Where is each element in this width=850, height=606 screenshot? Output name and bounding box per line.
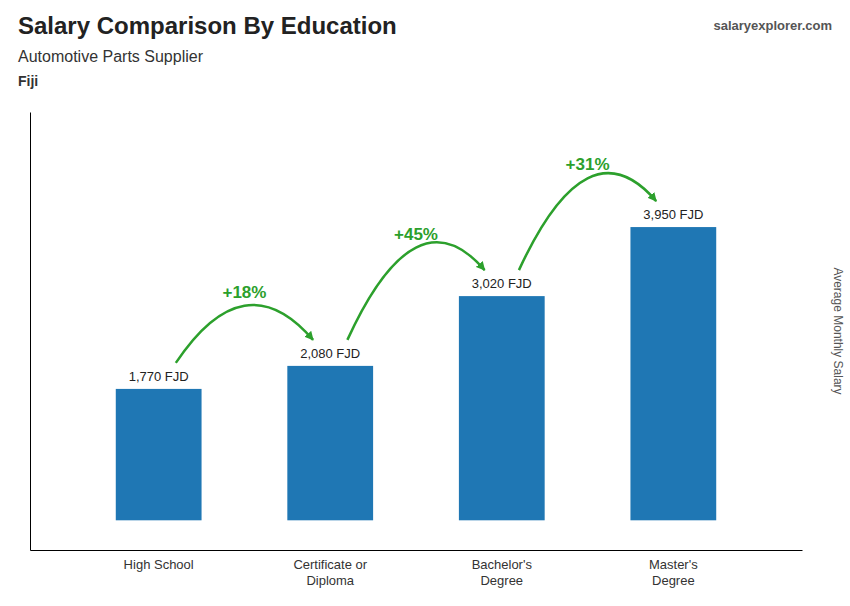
- y-axis-line: [30, 113, 31, 551]
- bar: [459, 296, 545, 520]
- subtitle: Automotive Parts Supplier: [18, 48, 204, 65]
- title: Salary Comparison By Education: [18, 12, 397, 39]
- x-tick-label-line: Bachelor's: [472, 557, 533, 572]
- labels: +18% +45% +31% 1,770 FJD 2,080 FJD 3,020 FJD 3…: [129, 155, 704, 384]
- value-label: 3,950 FJD: [643, 207, 703, 222]
- x-tick: Bachelor'sDegree: [472, 557, 533, 588]
- marks: [116, 173, 716, 520]
- bar: [630, 227, 716, 520]
- x-tick-label-line: Certificate or: [293, 557, 367, 572]
- x-tick-label: Certificate orDiploma: [293, 557, 367, 588]
- x-tick-label-line: Diploma: [306, 573, 354, 588]
- change-arrow: [176, 305, 313, 363]
- x-tick-label-line: Master's: [649, 557, 698, 572]
- x-tick: Master'sDegree: [649, 557, 698, 588]
- x-tick-label: Bachelor'sDegree: [472, 557, 533, 588]
- y-label: Average Monthly Salary: [831, 267, 845, 394]
- change-label: +45%: [394, 225, 438, 244]
- x-tick-label-line: Degree: [480, 573, 523, 588]
- x-tick-label-line: Degree: [652, 573, 695, 588]
- x-tick: High School: [124, 557, 194, 572]
- x-tick: Certificate orDiploma: [293, 557, 367, 588]
- change-arrow: [347, 242, 484, 340]
- bar: [287, 366, 373, 520]
- value-label: 3,020 FJD: [472, 276, 532, 291]
- change-label: +18%: [222, 283, 266, 302]
- change-arrow: [519, 173, 656, 270]
- x-tick-label: Master'sDegree: [649, 557, 698, 588]
- x-tick-label: High School: [124, 557, 194, 572]
- x-axis-line: [31, 550, 803, 551]
- country: Fiji: [18, 73, 38, 89]
- change-label: +31%: [566, 155, 610, 174]
- value-label: 2,080 FJD: [300, 346, 360, 361]
- bar: [116, 389, 202, 520]
- y-axis: [30, 113, 31, 551]
- x-axis: High School Certificate orDiploma Bachelor…: [31, 551, 803, 588]
- plot-area: High School Certificate orDiploma Bachelor…: [31, 113, 803, 588]
- website: salaryexplorer.com: [713, 18, 832, 33]
- value-label: 1,770 FJD: [129, 369, 189, 384]
- x-tick-label-line: High School: [124, 557, 194, 572]
- chart-svg: Salary Comparison By Education Automotive…: [0, 0, 850, 606]
